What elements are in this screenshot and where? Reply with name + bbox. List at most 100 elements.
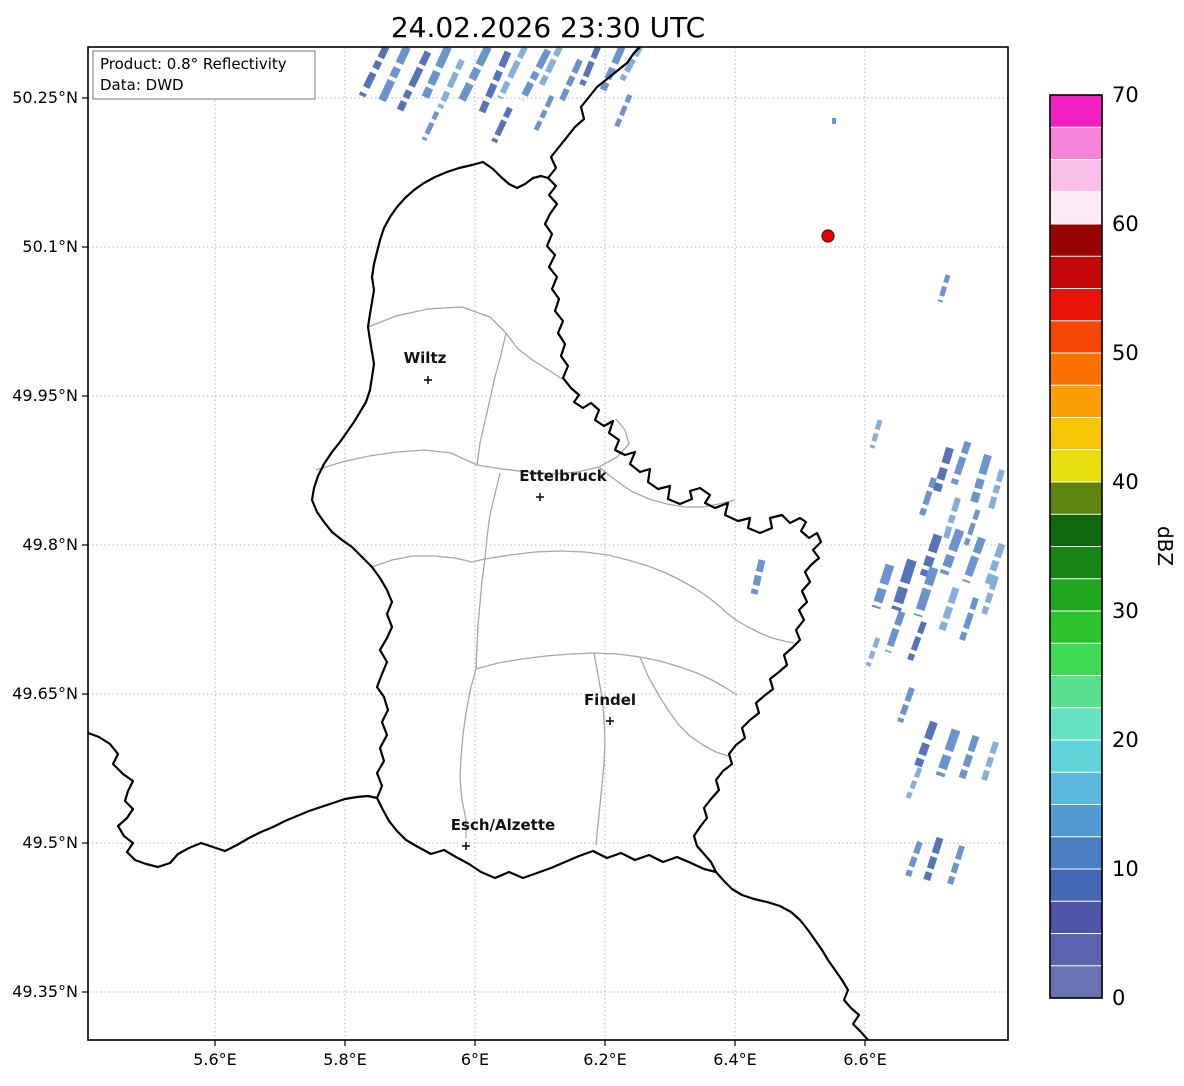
radar-echo-streak (987, 469, 1005, 513)
colorbar-segment (1050, 353, 1102, 385)
radar-echo-streak (518, 48, 552, 102)
plot-frame (87, 46, 1009, 1041)
radar-echo-streak (421, 110, 440, 142)
district-border (484, 550, 795, 644)
product-info-box: Product: 0.8° Reflectivity Data: DWD (92, 50, 316, 100)
radar-echo-streak (437, 58, 465, 110)
colorbar-segment (1050, 837, 1102, 869)
city-label: Esch/Alzette (451, 816, 555, 834)
radar-echo-streak (981, 575, 999, 615)
radar-echo-streak (891, 558, 917, 612)
colorbar-segment (1050, 385, 1102, 417)
radar-echo-streak (922, 836, 944, 884)
radar-echo-streak (478, 50, 512, 114)
colorbar-segment (1050, 611, 1102, 643)
colorbar-segment (1050, 160, 1102, 192)
colorbar-frame (1049, 94, 1103, 999)
district-border (371, 555, 486, 568)
radar-echo-streak (943, 497, 961, 539)
radar-echo-streak (984, 542, 1006, 586)
radar-echo-streak (947, 845, 965, 885)
radar-echo-streak (935, 728, 961, 778)
colorbar-segment (1050, 966, 1102, 998)
radar-echo-streak (871, 563, 895, 610)
x-tick-label: 6.4°E (713, 1050, 757, 1069)
colorbar-segment (1050, 192, 1102, 224)
x-tick-label: 5.8°E (323, 1050, 367, 1069)
colorbar-segment (1050, 643, 1102, 675)
figure-title: 24.02.2026 23:30 UTC (391, 11, 705, 44)
city-label: Findel (584, 691, 636, 709)
radar-echo-streak (932, 446, 954, 496)
district-border (598, 466, 736, 508)
radar-echo-streak (358, 47, 390, 98)
district-border (367, 306, 563, 380)
radar-echo-streak (897, 687, 915, 723)
colorbar-segment (1050, 772, 1102, 804)
colorbar-segment (1050, 321, 1102, 353)
radar-echo-streak (959, 597, 979, 641)
colorbar-segment (1050, 740, 1102, 772)
radar-echo-streak (970, 453, 992, 504)
radar-echo-streak (598, 47, 626, 94)
country-border (715, 871, 869, 1040)
city-label: Ettelbruck (519, 467, 608, 485)
radar-echo-streak (937, 274, 951, 303)
colorbar-segment (1050, 450, 1102, 482)
y-tick-label: 49.65°N (12, 684, 78, 703)
radar-echo-streak (914, 720, 938, 768)
y-tick-label: 49.5°N (22, 833, 78, 852)
district-border (476, 418, 630, 475)
district-border (593, 652, 606, 846)
city-label: Wiltz (404, 349, 447, 367)
y-tick-label: 49.35°N (12, 982, 78, 1001)
colorbar-tick-label: 70 (1112, 83, 1139, 107)
colorbar-tick-label: 20 (1112, 728, 1139, 752)
country-border (547, 47, 641, 179)
x-tick-label: 5.6°E (193, 1050, 237, 1069)
x-tick-label: 6°E (461, 1050, 489, 1069)
radar-echo-streak (533, 94, 555, 132)
colorbar-tick-label: 30 (1112, 599, 1139, 623)
radar-echo-streak (865, 637, 881, 667)
plot-content: 5.6°E 5.8°E 6°E 6.2°E 6.4°E 6.6°E 50.25°N 50.1°… (12, 46, 1139, 1069)
radar-echo-streak (939, 528, 965, 576)
y-tick-label: 50.25°N (12, 88, 78, 107)
colorbar-segment (1050, 256, 1102, 288)
radar-echo-streak (919, 477, 937, 516)
district-border (315, 449, 478, 471)
colorbar-segment (1050, 901, 1102, 933)
district-border (475, 652, 738, 696)
colorbar-segment (1050, 95, 1102, 127)
colorbar-segment (1050, 547, 1102, 579)
radar-echo-streak (962, 536, 986, 584)
radar-echo-streak (396, 50, 432, 112)
radar-echo-streak (963, 509, 981, 546)
map-layer: Wiltz Ettelbruck Findel Esch/Alzette (88, 47, 1006, 1040)
radar-echo-streak (579, 47, 601, 87)
radar-echo-streak (905, 767, 923, 799)
x-tick-label: 6.6°E (843, 1050, 887, 1069)
radar-echo-streak (913, 566, 939, 618)
radar-echo-streak (938, 586, 960, 632)
radar-echo-streak (919, 533, 943, 578)
colorbar-tick-label: 0 (1112, 986, 1125, 1010)
colorbar-segment (1050, 579, 1102, 611)
product-info-box-frame (92, 50, 316, 100)
radar-echo-streak (619, 47, 643, 82)
x-tick-label: 6.2°E (583, 1050, 627, 1069)
radar-echo-streak (613, 94, 633, 129)
colorbar-segment (1050, 482, 1102, 514)
radar-echo-streak (537, 47, 563, 90)
district-border (639, 656, 729, 757)
colorbar-unit-label: dBZ (1153, 526, 1177, 566)
radar-echo-streak (497, 47, 528, 100)
radar-echo-streak (491, 106, 513, 144)
colorbar-tick-label: 50 (1112, 341, 1139, 365)
colorbar-tick-label: 10 (1112, 857, 1139, 881)
product-info-line2: Data: DWD (100, 76, 184, 94)
country-border (310, 160, 823, 880)
radar-echo-streak (958, 734, 980, 780)
